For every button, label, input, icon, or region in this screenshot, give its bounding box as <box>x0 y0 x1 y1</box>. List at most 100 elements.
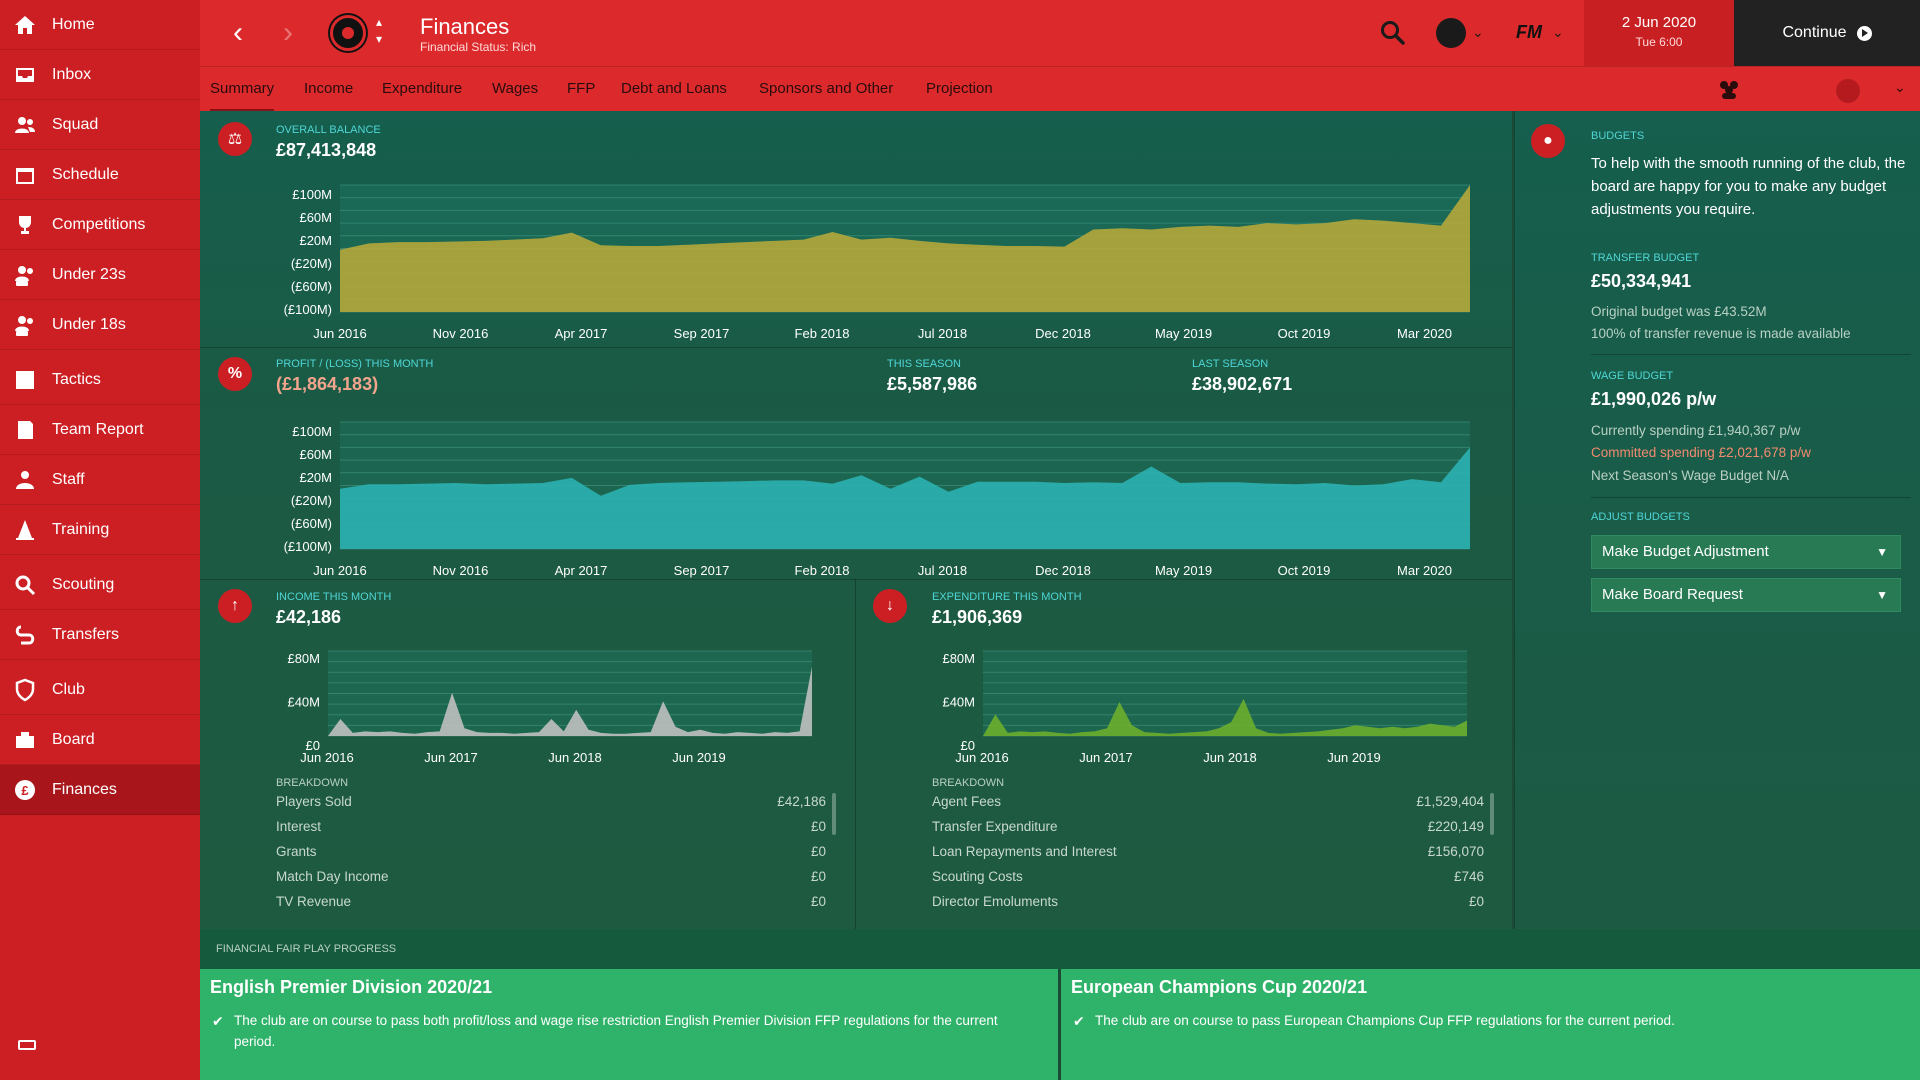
globe-chevron-down-icon[interactable]: ⌄ <box>1472 24 1484 40</box>
sidebar-item-training[interactable]: Training <box>0 505 200 555</box>
expenditure-breakdown-label: BREAKDOWN <box>932 777 1005 789</box>
y-tick-label: (£100M) <box>284 539 332 554</box>
arrow-up-icon: ↑ <box>218 589 252 623</box>
x-tick-label: Mar 2020 <box>1397 326 1452 341</box>
sidebar-item-transfers[interactable]: Transfers <box>0 610 200 660</box>
search-icon[interactable] <box>1380 20 1406 46</box>
globe-icon[interactable] <box>1436 18 1466 48</box>
x-tick-label: Nov 2016 <box>433 563 489 578</box>
committed-spending: Committed spending £2,021,678 p/w <box>1591 445 1811 460</box>
x-tick-label: Jun 2017 <box>1079 750 1133 765</box>
divider <box>1591 354 1911 355</box>
people-icon[interactable] <box>1716 79 1742 99</box>
x-tick-label: Oct 2019 <box>1278 326 1331 341</box>
this-season-label: THIS SEASON <box>887 358 961 370</box>
divider <box>200 579 1512 580</box>
expenditure-scrollbar[interactable] <box>1490 793 1494 835</box>
current-date: 2 Jun 2020 <box>1621 14 1697 31</box>
x-tick-label: Oct 2019 <box>1278 563 1331 578</box>
page-subtitle: Financial Status: Rich <box>420 40 537 54</box>
fm-chevron-down-icon[interactable]: ⌄ <box>1552 24 1564 40</box>
trophy-icon <box>12 212 38 238</box>
x-tick-label: Jul 2018 <box>918 326 967 341</box>
sidebar-item-label: Schedule <box>52 165 119 183</box>
tab-projection[interactable]: Projection <box>926 80 993 97</box>
home-icon <box>12 12 38 38</box>
overall-balance-chart: £100M £60M £20M (£20M) (£60M) (£100M) Jun 2016… <box>284 184 1470 341</box>
this-season-value: £5,587,986 <box>887 374 978 394</box>
profit-loss-chart: £100M £60M £20M (£20M) (£60M) (£100M) Jun 2016… <box>284 421 1470 578</box>
ffp-card-premier-division: English Premier Division 2020/21 ✔ The c… <box>200 969 1058 1080</box>
under18-icon <box>12 312 38 338</box>
continue-button[interactable]: Continue <box>1734 0 1920 66</box>
breakdown-row-name: Scouting Costs <box>932 869 1023 884</box>
forward-arrow-icon[interactable]: › <box>283 16 293 49</box>
tab-debt-and-loans[interactable]: Debt and Loans <box>621 80 727 97</box>
sidebar-item-schedule[interactable]: Schedule <box>0 150 200 200</box>
tab-income[interactable]: Income <box>304 80 354 97</box>
tab-ffp[interactable]: FFP <box>567 80 596 97</box>
x-tick-label: Sep 2017 <box>674 563 730 578</box>
breakdown-row-name: Match Day Income <box>276 869 389 884</box>
sidebar-item-label: Board <box>52 730 95 748</box>
y-tick-label: £60M <box>299 210 332 225</box>
y-tick-label: (£60M) <box>291 279 332 294</box>
dropdown-label: Make Board Request <box>1602 586 1743 603</box>
expenditure-value: £1,906,369 <box>932 607 1023 627</box>
fm-logo-icon[interactable]: FM <box>1516 22 1542 42</box>
tab-expenditure[interactable]: Expenditure <box>382 80 463 97</box>
tab-wages[interactable]: Wages <box>492 80 539 97</box>
y-tick-label: £40M <box>942 695 975 710</box>
breakdown-row-name: Loan Repayments and Interest <box>932 844 1117 859</box>
staff-icon <box>12 467 38 493</box>
transfer-revenue-note: 100% of transfer revenue is made availab… <box>1591 326 1851 341</box>
tab-sponsors-and-other[interactable]: Sponsors and Other <box>759 80 894 97</box>
make-board-request-dropdown[interactable]: Make Board Request ▼ <box>1591 578 1901 612</box>
breakdown-row-value: £156,070 <box>1427 844 1484 859</box>
sidebar-item-label: Competitions <box>52 215 146 233</box>
sidebar-item-under-23s[interactable]: Under 23s <box>0 250 200 300</box>
sidebar-item-inbox[interactable]: Inbox <box>0 50 200 100</box>
breakdown-row-value: £0 <box>1468 894 1484 909</box>
sidebar-item-home[interactable]: Home <box>0 0 200 50</box>
calendar-icon <box>12 162 38 188</box>
ffp-card-text: The club are on course to pass both prof… <box>234 1013 998 1049</box>
breakdown-row-value: £746 <box>1453 869 1484 884</box>
sidebar-item-finances[interactable]: £ Finances <box>0 765 200 815</box>
shield-icon <box>12 677 38 703</box>
back-arrow-icon[interactable]: ‹ <box>233 16 243 49</box>
tabs-chevron-down-icon[interactable]: ⌄ <box>1894 79 1906 95</box>
sidebar-item-competitions[interactable]: Competitions <box>0 200 200 250</box>
up-down-chevron-icon[interactable]: ▴ ▾ <box>376 15 383 46</box>
make-budget-adjustment-dropdown[interactable]: Make Budget Adjustment ▼ <box>1591 535 1901 569</box>
sidebar-item-tactics[interactable]: Tactics <box>0 355 200 405</box>
club-badge-icon[interactable] <box>330 15 366 51</box>
breakdown-row-name: Players Sold <box>276 794 352 809</box>
y-tick-label: £20M <box>299 233 332 248</box>
area-series <box>340 447 1470 549</box>
sidebar-item-label: Staff <box>52 470 85 488</box>
sidebar-item-under-18s[interactable]: Under 18s <box>0 300 200 350</box>
x-tick-label: Feb 2018 <box>795 326 850 341</box>
sidebar-item-label: Scouting <box>52 575 115 593</box>
sidebar-item-squad[interactable]: Squad <box>0 100 200 150</box>
sidebar-item-board[interactable]: Board <box>0 715 200 765</box>
help-icon[interactable] <box>1836 79 1860 103</box>
sidebar-item-scouting[interactable]: Scouting <box>0 560 200 610</box>
area-series <box>340 185 1470 312</box>
date-display[interactable]: 2 Jun 2020 Tue 6:00 <box>1584 0 1734 66</box>
y-tick-label: (£60M) <box>291 516 332 531</box>
income-scrollbar[interactable] <box>832 793 836 835</box>
sidebar-item-club[interactable]: Club <box>0 665 200 715</box>
training-cone-icon <box>12 517 38 543</box>
continue-label: Continue <box>1782 24 1847 41</box>
screen-icon[interactable] <box>18 1040 36 1050</box>
sidebar-item-team-report[interactable]: Team Report <box>0 405 200 455</box>
sidebar-item-staff[interactable]: Staff <box>0 455 200 505</box>
last-season-value: £38,902,671 <box>1192 374 1293 394</box>
ffp-card-text: The club are on course to pass European … <box>1095 1013 1675 1028</box>
tab-summary[interactable]: Summary <box>210 67 275 112</box>
x-tick-label: May 2019 <box>1155 563 1212 578</box>
